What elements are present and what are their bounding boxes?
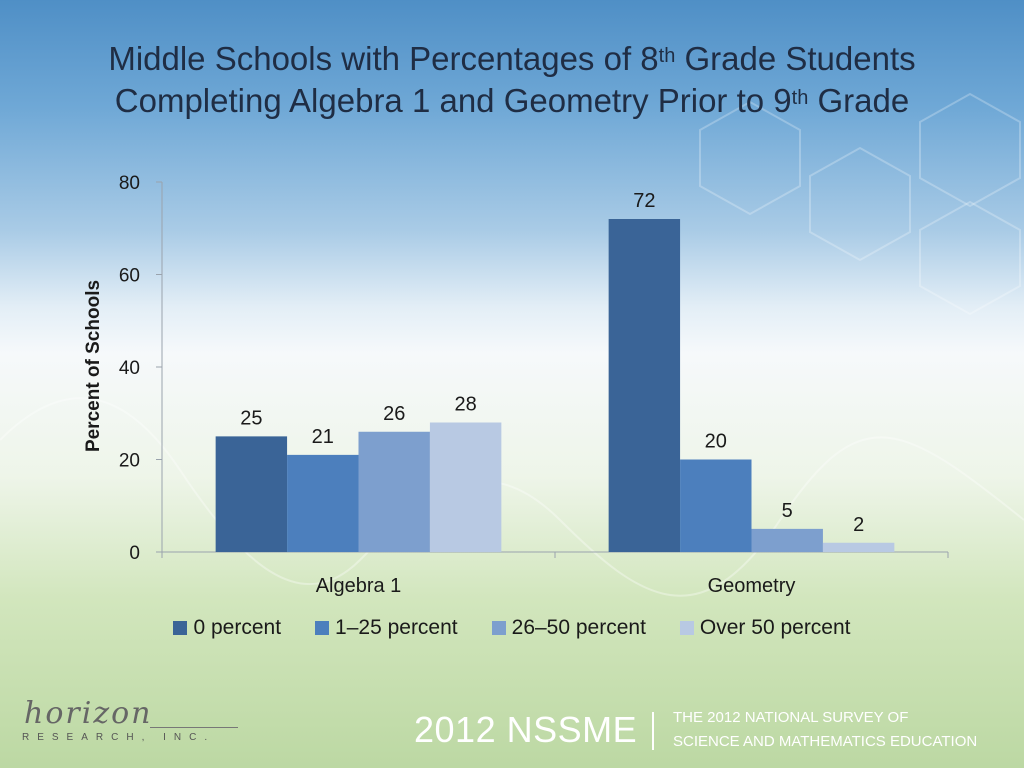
- horizon-research-logo: horizon RESEARCH, INC.: [20, 696, 240, 752]
- bar: [287, 454, 359, 552]
- bar: [608, 219, 681, 552]
- y-axis-label: Percent of Schools: [83, 279, 104, 453]
- data-label: 72: [633, 190, 655, 212]
- bar: [822, 542, 895, 552]
- data-label: 26: [383, 403, 405, 425]
- bar: [680, 459, 752, 552]
- x-category-label: Geometry: [708, 575, 796, 597]
- legend-swatch: [679, 621, 694, 635]
- legend-item: Over 50 percent: [679, 616, 851, 640]
- bar: [429, 422, 502, 552]
- divider: [652, 712, 654, 750]
- data-label: 5: [782, 500, 793, 522]
- legend-item: 0 percent: [173, 616, 281, 640]
- title-line-1: Middle Schools with Percentages of 8th G…: [108, 40, 916, 77]
- nssme-wordmark: 2012 NSSME: [414, 709, 638, 750]
- x-category-label: Algebra 1: [316, 575, 402, 597]
- survey-title: THE 2012 NATIONAL SURVEY OF SCIENCE AND …: [673, 709, 978, 750]
- legend-swatch: [315, 621, 330, 635]
- legend-item: 1–25 percent: [315, 616, 458, 640]
- bar: [215, 436, 288, 552]
- y-tick-label: 80: [119, 173, 140, 194]
- legend-swatch: [491, 621, 506, 635]
- y-tick-label: 60: [119, 266, 140, 287]
- legend-label: 0 percent: [193, 616, 282, 639]
- data-label: 28: [455, 394, 477, 416]
- title-line-2: Completing Algebra 1 and Geometry Prior …: [114, 82, 910, 119]
- legend-swatch: [173, 621, 188, 635]
- chart-title: Middle Schools with Percentages of 8th G…: [0, 38, 1024, 122]
- legend-label: 1–25 percent: [335, 616, 458, 639]
- legend-item: 26–50 percent: [491, 616, 646, 640]
- y-tick-label: 40: [119, 358, 140, 379]
- legend-label: Over 50 percent: [699, 616, 851, 639]
- data-label: 20: [705, 431, 727, 453]
- data-label: 2: [853, 514, 864, 536]
- data-label: 21: [312, 426, 334, 448]
- data-label: 25: [240, 407, 262, 429]
- chart-legend: 0 percent 1–25 percent 26–50 percent Over 5…: [0, 616, 1024, 640]
- bar: [358, 431, 430, 552]
- bar: [751, 528, 823, 552]
- y-tick-label: 0: [129, 543, 140, 564]
- legend-label: 26–50 percent: [511, 616, 646, 639]
- y-tick-label: 20: [119, 451, 140, 472]
